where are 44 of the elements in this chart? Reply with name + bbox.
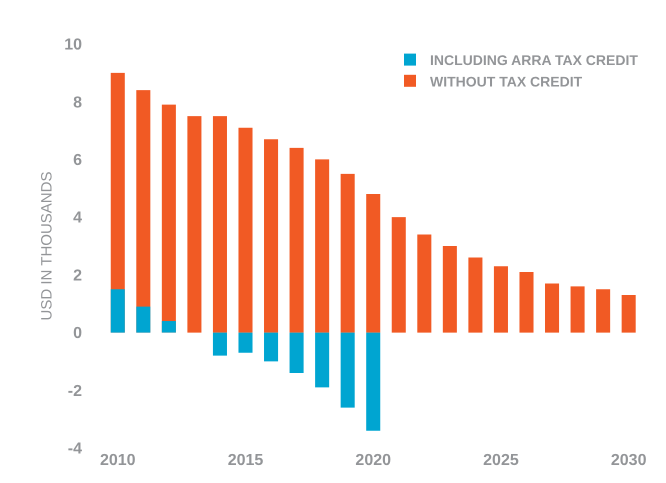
bar xyxy=(392,217,406,333)
y-tick-label: -4 xyxy=(68,440,82,458)
bar xyxy=(212,332,227,356)
bar xyxy=(110,289,125,333)
bar xyxy=(366,194,380,333)
legend-label: WITHOUT TAX CREDIT xyxy=(430,73,583,90)
x-tick-label: 2020 xyxy=(355,452,392,469)
bar xyxy=(596,289,610,333)
y-axis-title: USD IN THOUSANDS xyxy=(38,172,56,320)
x-tick-label: 2025 xyxy=(483,452,519,469)
x-tick-label: 2010 xyxy=(100,452,136,469)
y-tick-label: 4 xyxy=(73,210,82,227)
bar xyxy=(264,332,278,362)
bar xyxy=(545,284,560,333)
bar xyxy=(519,272,534,333)
legend-label: INCLUDING ARRA TAX CREDIT xyxy=(430,52,638,68)
y-tick-label: 6 xyxy=(73,152,82,170)
bar xyxy=(290,332,304,373)
bar xyxy=(442,246,457,333)
bar xyxy=(468,258,482,333)
y-tick-label: 2 xyxy=(73,267,82,284)
bar xyxy=(570,286,585,333)
bar xyxy=(417,234,432,333)
y-tick-label: 10 xyxy=(64,36,82,54)
bar xyxy=(494,266,508,333)
y-tick-label: -2 xyxy=(68,382,82,400)
bar xyxy=(290,148,304,333)
y-tick-label: 0 xyxy=(73,325,82,342)
bar xyxy=(136,306,150,333)
x-tick-label: 2015 xyxy=(228,452,264,469)
bar xyxy=(622,295,636,333)
y-tick-label: 8 xyxy=(73,94,82,112)
bar xyxy=(187,116,202,333)
x-tick-label: 2030 xyxy=(610,452,647,469)
bar xyxy=(315,159,330,333)
bar xyxy=(238,128,253,333)
bar xyxy=(162,321,176,333)
bar xyxy=(315,332,330,388)
bar xyxy=(264,139,278,333)
bar xyxy=(212,116,227,333)
bar xyxy=(366,332,380,431)
bar xyxy=(340,174,355,333)
bar xyxy=(340,332,355,408)
bar xyxy=(238,332,253,353)
